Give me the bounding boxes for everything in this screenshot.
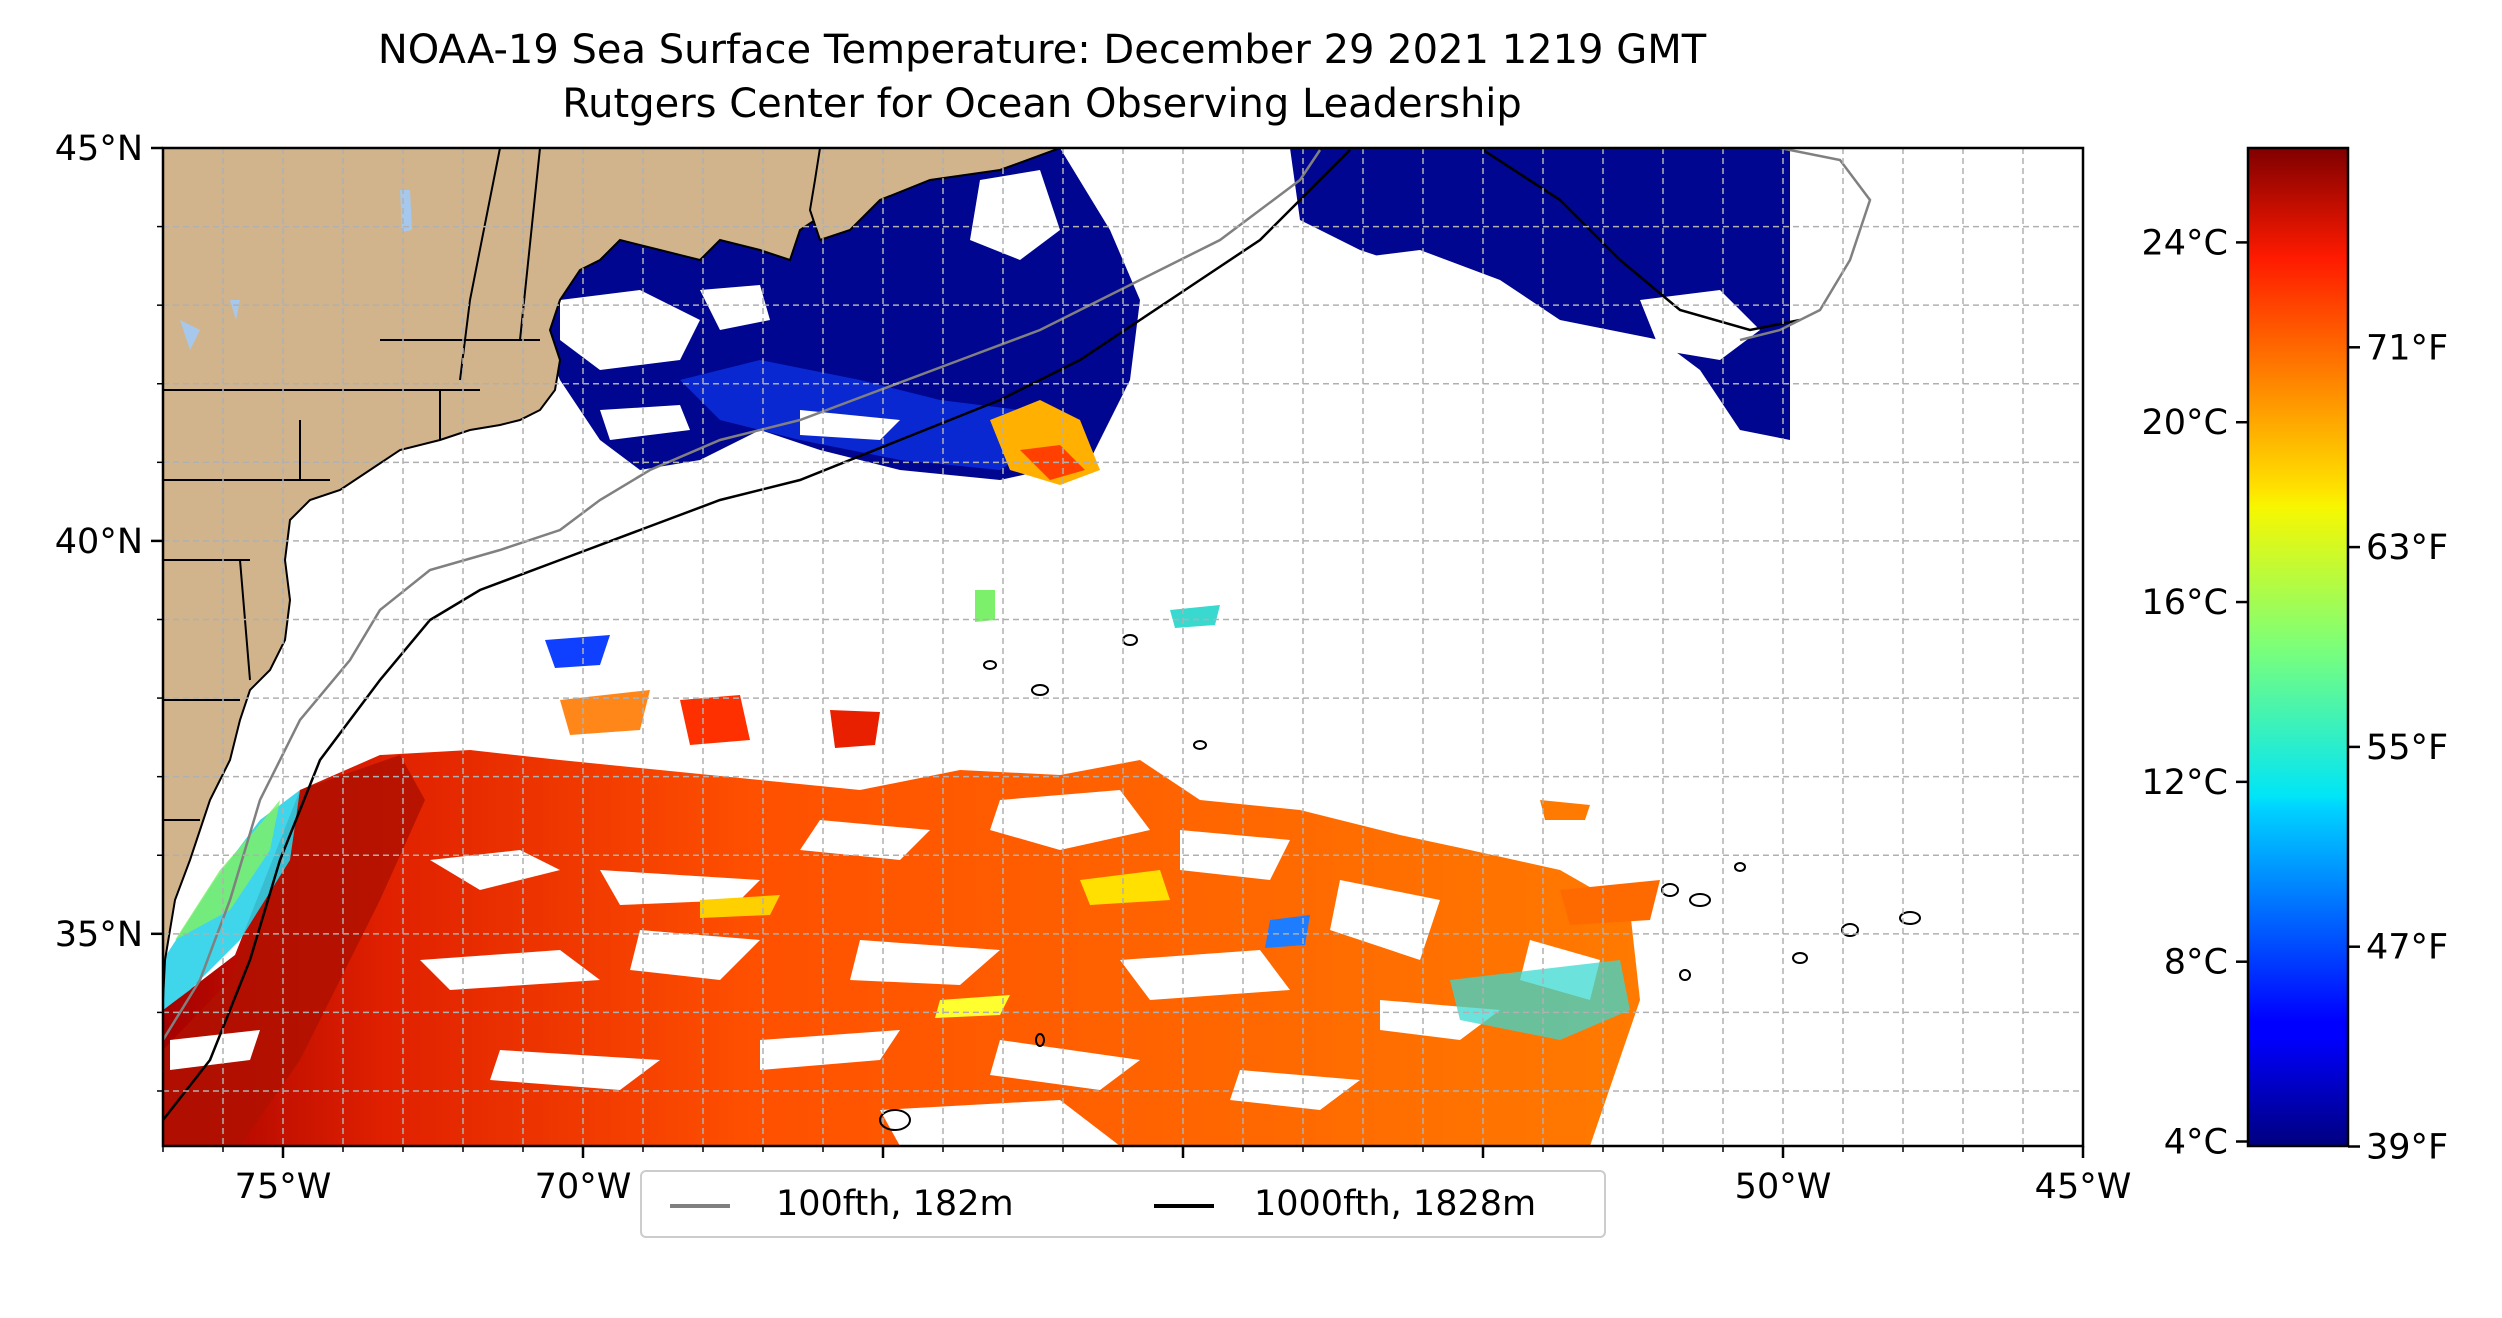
fahrenheit-tick-label: 55°F: [2366, 728, 2448, 768]
fahrenheit-tick-label: 71°F: [2366, 328, 2448, 368]
y-axis: 45°N 40°N 35°N: [55, 129, 163, 1092]
celsius-tick-label: 16°C: [2142, 583, 2228, 623]
isobath-1000fth-northeast: [1479, 148, 1801, 332]
warm-eddy-north-edge: [1020, 445, 1085, 480]
celsius-tick-label: 12°C: [2142, 763, 2228, 803]
land-mass: [163, 148, 1061, 1001]
celsius-tick-label: 20°C: [2142, 403, 2228, 443]
fahrenheit-tick-label: 63°F: [2366, 528, 2448, 568]
cold-water-shelf-band: [680, 360, 1060, 470]
sst-speckles: [700, 800, 1660, 1040]
isobath-100fth-northeast: [1739, 148, 1872, 342]
x-tick-label: 45°W: [2035, 1167, 2132, 1207]
x-tick-label: 70°W: [535, 1167, 632, 1207]
legend: 100fth, 182m 1000fth, 1828m: [640, 1170, 1606, 1238]
celsius-tick-label: 24°C: [2142, 223, 2228, 263]
y-tick-label: 40°N: [55, 522, 143, 562]
colorbar-frame: [2246, 146, 2350, 1148]
celsius-tick-label: 4°C: [2164, 1123, 2228, 1163]
gridlines: [162, 147, 2084, 1146]
colorbar-fahrenheit-axis: 71°F 63°F 55°F 47°F 39°F: [2348, 328, 2448, 1167]
celsius-tick-label: 8°C: [2164, 943, 2228, 983]
cold-water-northeast: [1290, 148, 1790, 440]
state-borders: [163, 148, 541, 821]
seamounts: [879, 634, 1921, 1131]
y-tick-label: 45°N: [55, 129, 143, 169]
north-cloud-gaps: [560, 170, 1760, 440]
fahrenheit-tick-label: 39°F: [2366, 1127, 2448, 1167]
legend-swatch-1000fth: [1154, 1204, 1214, 1208]
x-tick-label: 50°W: [1735, 1167, 1832, 1207]
chart-title: NOAA-19 Sea Surface Temperature: Decembe…: [377, 27, 1707, 73]
legend-label-100fth: 100fth, 182m: [776, 1184, 1014, 1224]
isobath-1000fth: [163, 149, 1351, 1121]
legend-label-1000fth: 1000fth, 1828m: [1254, 1184, 1537, 1224]
map-area: [163, 148, 2083, 1146]
colorbar: [2248, 148, 2348, 1146]
chart-subtitle: Rutgers Center for Ocean Observing Leade…: [562, 81, 1522, 127]
colorbar-celsius-axis: 24°C 20°C 16°C 12°C 8°C 4°C: [2142, 223, 2248, 1163]
isobath-100fth: [163, 149, 1322, 1041]
y-tick-label: 35°N: [55, 915, 143, 955]
fahrenheit-tick-label: 47°F: [2366, 928, 2448, 968]
shelf-water-green: [175, 800, 280, 940]
land-nova-scotia: [808, 148, 1061, 242]
legend-swatch-100fth: [670, 1204, 730, 1208]
x-tick-label: 75°W: [235, 1167, 332, 1207]
